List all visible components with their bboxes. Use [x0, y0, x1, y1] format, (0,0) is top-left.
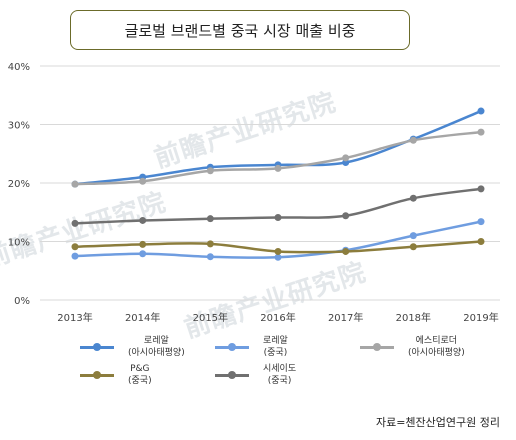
data-point — [71, 219, 79, 227]
y-tick-label: 40% — [8, 62, 30, 73]
legend-item: P&G (중국) — [80, 360, 152, 390]
data-point — [274, 253, 282, 261]
y-tick-label: 0% — [14, 296, 30, 307]
data-point — [139, 240, 147, 248]
data-point — [71, 180, 79, 188]
y-axis: 0% 10% 20% 30% 40% — [8, 62, 30, 307]
legend-label: P&G (중국) — [128, 364, 152, 386]
data-point — [477, 107, 485, 115]
y-tick-label: 30% — [8, 121, 30, 132]
data-point — [206, 253, 214, 261]
chart-series — [71, 107, 485, 261]
data-point — [342, 247, 350, 255]
x-tick-label: 2014年 — [125, 311, 160, 324]
series-group — [71, 185, 485, 227]
legend-swatch — [80, 340, 114, 354]
chart-title: 글로벌 브랜드별 중국 시장 매출 비중 — [70, 10, 410, 50]
data-point — [477, 128, 485, 136]
series-group — [71, 107, 485, 188]
data-point — [206, 215, 214, 223]
legend-item: 로레알 (아시아태평양) — [80, 332, 185, 362]
data-point — [206, 240, 214, 248]
data-point — [409, 243, 417, 251]
line-chart: 0% 10% 20% 30% 40% 2013年 2014年 2015年 2016年 2017年… — [8, 62, 500, 324]
data-point — [71, 243, 79, 251]
data-point — [342, 154, 350, 162]
series-line — [74, 109, 482, 186]
legend-label: 에스티로더 (아시아태평양) — [408, 336, 465, 358]
legend-item: 에스티로더 (아시아태평양) — [360, 332, 465, 362]
chart-grid — [40, 65, 500, 301]
series-group — [71, 238, 485, 255]
data-point — [274, 214, 282, 222]
x-tick-label: 2016年 — [260, 311, 295, 324]
data-point — [342, 212, 350, 220]
data-point — [71, 252, 79, 260]
data-point — [409, 136, 417, 144]
legend-label: 로레알 (아시아태평양) — [128, 336, 185, 358]
x-tick-label: 2018年 — [396, 311, 431, 324]
series-group — [71, 128, 485, 188]
data-point — [139, 250, 147, 258]
data-point — [477, 185, 485, 193]
legend-swatch — [360, 340, 394, 354]
legend-label: 로레알 (중국) — [263, 336, 288, 358]
data-point — [477, 218, 485, 226]
legend-swatch-marker — [228, 343, 236, 351]
legend-swatch-marker — [93, 343, 101, 351]
data-point — [409, 232, 417, 240]
legend-swatch — [215, 340, 249, 354]
y-tick-label: 10% — [8, 238, 30, 249]
legend-swatch — [80, 368, 114, 382]
series-line — [74, 130, 482, 186]
data-point — [206, 167, 214, 175]
x-tick-label: 2019年 — [463, 311, 498, 324]
data-point — [477, 238, 485, 245]
legend-swatch-marker — [228, 371, 236, 379]
data-point — [274, 247, 282, 255]
legend-item: 시세이도 (중국) — [215, 360, 296, 390]
data-point — [274, 164, 282, 172]
legend-swatch-marker — [373, 343, 381, 351]
legend-label: 시세이도 (중국) — [263, 364, 297, 386]
data-point — [139, 177, 147, 185]
x-tick-label: 2017年 — [328, 311, 363, 324]
data-point — [409, 194, 417, 202]
legend-item: 로레알 (중국) — [215, 332, 288, 362]
x-axis: 2013年 2014年 2015年 2016年 2017年 2018年 2019年 — [57, 311, 498, 324]
x-tick-label: 2013年 — [57, 311, 92, 324]
data-point — [139, 216, 147, 224]
x-tick-label: 2015年 — [193, 311, 228, 324]
legend-swatch — [215, 368, 249, 382]
y-tick-label: 20% — [8, 179, 30, 190]
source-note: 자료=첸잔산업연구원 정리 — [375, 416, 500, 429]
legend-swatch-marker — [93, 371, 101, 379]
